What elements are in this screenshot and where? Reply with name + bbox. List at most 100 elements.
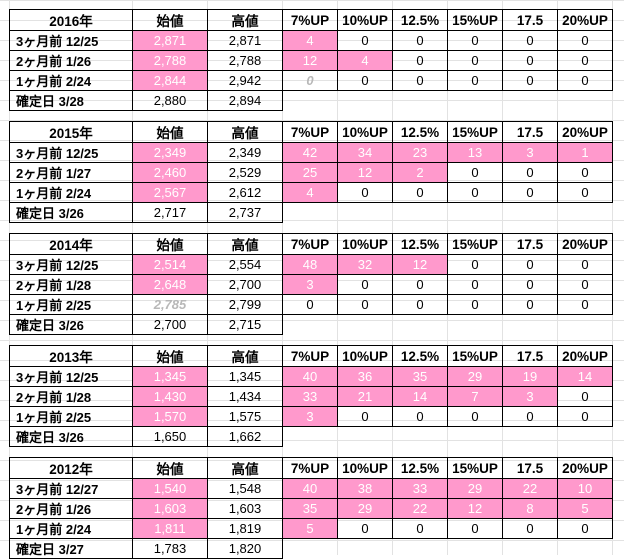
up-count-cell[interactable]: 0: [392, 30, 448, 51]
up-count-cell[interactable]: 3: [282, 406, 338, 427]
column-header-cell[interactable]: 始値: [132, 233, 208, 255]
open-price-cell[interactable]: 1,345: [132, 366, 208, 387]
up-count-cell[interactable]: 19: [502, 366, 558, 387]
column-header-cell[interactable]: 始値: [132, 9, 208, 31]
up-count-cell[interactable]: 14: [392, 386, 448, 407]
up-count-cell[interactable]: 0: [502, 254, 558, 275]
open-price-cell[interactable]: 1,783: [132, 538, 208, 559]
up-count-cell[interactable]: 5: [282, 518, 338, 539]
empty-cell[interactable]: [393, 91, 448, 111]
empty-cell[interactable]: [338, 203, 393, 223]
row-label-cell[interactable]: 2ヶ月前 1/27: [9, 162, 133, 183]
empty-cell[interactable]: [503, 539, 558, 559]
empty-cell[interactable]: [393, 539, 448, 559]
open-price-cell[interactable]: 1,540: [132, 478, 208, 499]
up-count-cell[interactable]: 29: [337, 498, 393, 519]
up-count-cell[interactable]: 0: [392, 274, 448, 295]
up-count-cell[interactable]: 0: [337, 274, 393, 295]
up-count-cell[interactable]: 0: [447, 254, 503, 275]
year-header-cell[interactable]: 2012年: [9, 457, 133, 479]
high-price-cell[interactable]: 2,737: [207, 202, 283, 223]
row-label-cell[interactable]: 1ヶ月前 2/24: [9, 518, 133, 539]
column-header-cell[interactable]: 10%UP: [337, 233, 393, 255]
high-price-cell[interactable]: 1,575: [207, 406, 283, 427]
up-count-cell[interactable]: 34: [337, 142, 393, 163]
high-price-cell[interactable]: 1,434: [207, 386, 283, 407]
column-header-cell[interactable]: 始値: [132, 457, 208, 479]
column-header-cell[interactable]: 17.5: [502, 345, 558, 367]
empty-cell[interactable]: [558, 427, 613, 447]
up-count-cell[interactable]: 12: [337, 162, 393, 183]
up-count-cell[interactable]: 29: [447, 366, 503, 387]
row-label-cell[interactable]: 2ヶ月前 1/26: [9, 498, 133, 519]
column-header-cell[interactable]: 20%UP: [557, 9, 613, 31]
open-price-cell[interactable]: 2,880: [132, 90, 208, 111]
open-price-cell[interactable]: 2,788: [132, 50, 208, 71]
up-count-cell[interactable]: 0: [502, 406, 558, 427]
open-price-cell[interactable]: 1,570: [132, 406, 208, 427]
empty-cell[interactable]: [503, 427, 558, 447]
column-header-cell[interactable]: 7%UP: [282, 345, 338, 367]
up-count-cell[interactable]: 0: [557, 70, 613, 91]
column-header-cell[interactable]: 20%UP: [557, 121, 613, 143]
up-count-cell[interactable]: 40: [282, 478, 338, 499]
column-header-cell[interactable]: 17.5: [502, 9, 558, 31]
high-price-cell[interactable]: 2,788: [207, 50, 283, 71]
high-price-cell[interactable]: 1,820: [207, 538, 283, 559]
column-header-cell[interactable]: 10%UP: [337, 9, 393, 31]
row-label-cell[interactable]: 確定日 3/26: [9, 314, 133, 335]
up-count-cell[interactable]: 0: [502, 518, 558, 539]
empty-cell[interactable]: [448, 539, 503, 559]
high-price-cell[interactable]: 1,345: [207, 366, 283, 387]
high-price-cell[interactable]: 2,894: [207, 90, 283, 111]
year-header-cell[interactable]: 2014年: [9, 233, 133, 255]
row-label-cell[interactable]: 3ヶ月前 12/25: [9, 366, 133, 387]
up-count-cell[interactable]: 0: [557, 182, 613, 203]
up-count-cell[interactable]: 8: [502, 498, 558, 519]
empty-cell[interactable]: [503, 91, 558, 111]
empty-cell[interactable]: [338, 427, 393, 447]
up-count-cell[interactable]: 21: [337, 386, 393, 407]
open-price-cell[interactable]: 2,871: [132, 30, 208, 51]
column-header-cell[interactable]: 15%UP: [447, 345, 503, 367]
row-label-cell[interactable]: 2ヶ月前 1/28: [9, 274, 133, 295]
row-label-cell[interactable]: 2ヶ月前 1/28: [9, 386, 133, 407]
up-count-cell[interactable]: 25: [282, 162, 338, 183]
row-label-cell[interactable]: 確定日 3/26: [9, 426, 133, 447]
up-count-cell[interactable]: 0: [557, 274, 613, 295]
up-count-cell[interactable]: 2: [392, 162, 448, 183]
up-count-cell[interactable]: 0: [557, 294, 613, 315]
up-count-cell[interactable]: 0: [502, 182, 558, 203]
column-header-cell[interactable]: 高値: [207, 121, 283, 143]
up-count-cell[interactable]: 4: [337, 50, 393, 71]
empty-cell[interactable]: [393, 203, 448, 223]
column-header-cell[interactable]: 15%UP: [447, 233, 503, 255]
row-label-cell[interactable]: 3ヶ月前 12/25: [9, 254, 133, 275]
open-price-cell[interactable]: 2,700: [132, 314, 208, 335]
empty-cell[interactable]: [448, 427, 503, 447]
up-count-cell[interactable]: 0: [447, 294, 503, 315]
up-count-cell[interactable]: 33: [282, 386, 338, 407]
up-count-cell[interactable]: 4: [282, 30, 338, 51]
high-price-cell[interactable]: 2,799: [207, 294, 283, 315]
column-header-cell[interactable]: 高値: [207, 233, 283, 255]
column-header-cell[interactable]: 20%UP: [557, 457, 613, 479]
row-label-cell[interactable]: 確定日 3/26: [9, 202, 133, 223]
up-count-cell[interactable]: 13: [447, 142, 503, 163]
empty-cell[interactable]: [503, 203, 558, 223]
column-header-cell[interactable]: 10%UP: [337, 121, 393, 143]
up-count-cell[interactable]: 0: [502, 162, 558, 183]
column-header-cell[interactable]: 7%UP: [282, 457, 338, 479]
up-count-cell[interactable]: 0: [392, 294, 448, 315]
empty-cell[interactable]: [448, 203, 503, 223]
empty-cell[interactable]: [338, 315, 393, 335]
column-header-cell[interactable]: 10%UP: [337, 457, 393, 479]
empty-cell[interactable]: [283, 539, 338, 559]
up-count-cell[interactable]: 3: [502, 142, 558, 163]
column-header-cell[interactable]: 7%UP: [282, 9, 338, 31]
row-label-cell[interactable]: 3ヶ月前 12/25: [9, 30, 133, 51]
high-price-cell[interactable]: 1,819: [207, 518, 283, 539]
high-price-cell[interactable]: 2,871: [207, 30, 283, 51]
up-count-cell[interactable]: 3: [502, 386, 558, 407]
up-count-cell[interactable]: 48: [282, 254, 338, 275]
